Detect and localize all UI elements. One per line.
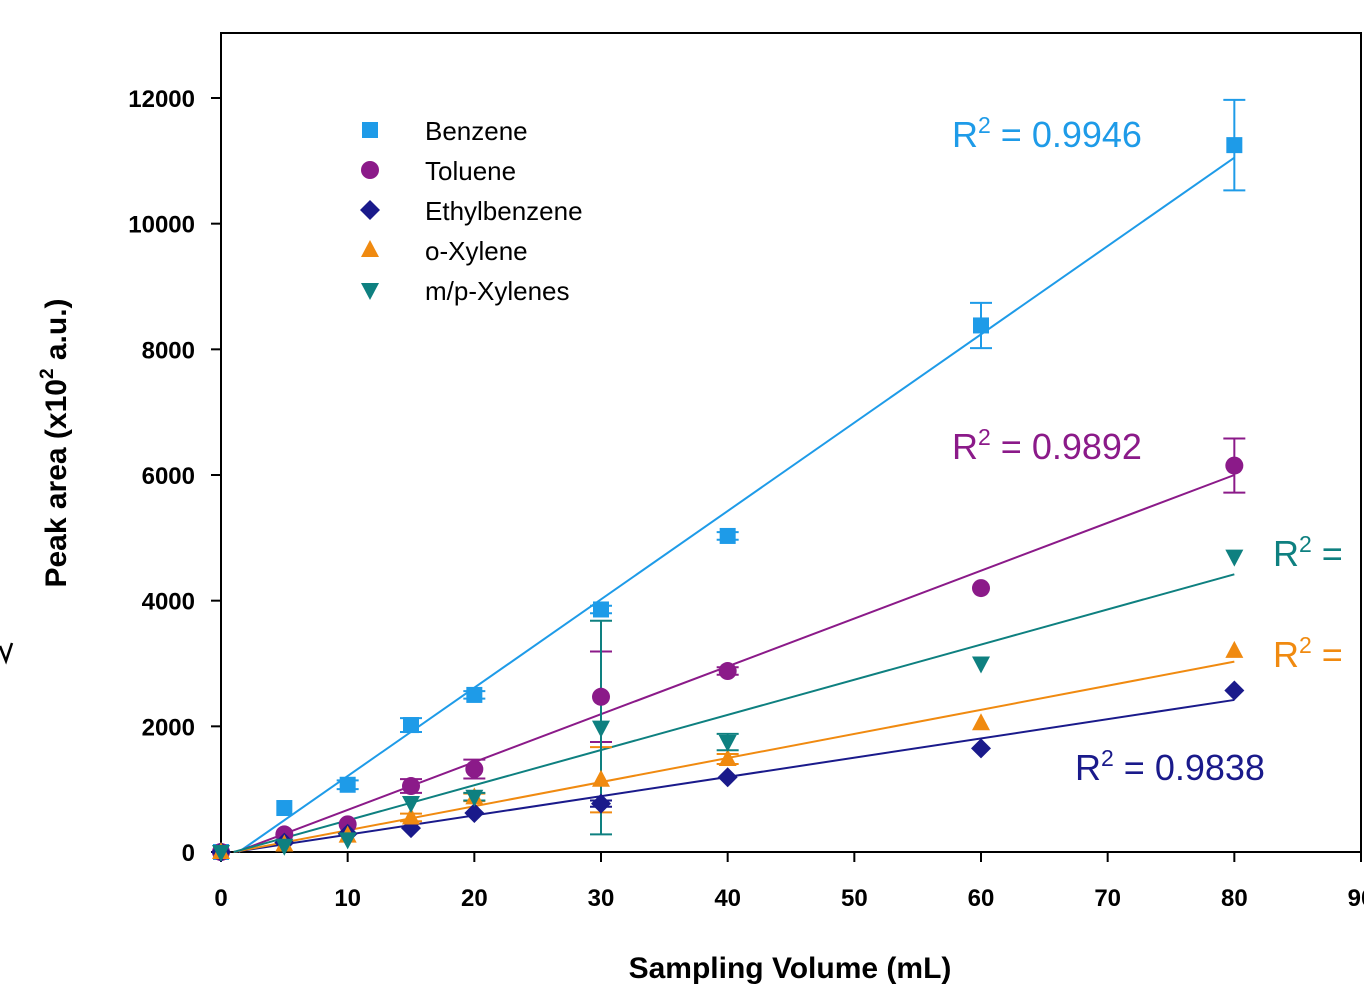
m-p-xylenes-fit-line bbox=[233, 573, 1235, 853]
benzene-point bbox=[973, 317, 989, 334]
m-p-xylenes-point bbox=[338, 832, 357, 850]
benzene-point bbox=[403, 717, 419, 734]
o-xylene-point bbox=[718, 749, 737, 767]
toluene-point bbox=[592, 687, 610, 706]
toluene-r2-label: R2 = 0.9892 bbox=[952, 424, 1142, 467]
benzene-point bbox=[339, 776, 356, 793]
toluene-point bbox=[402, 777, 420, 796]
x-tick-label: 80 bbox=[1221, 885, 1248, 912]
y-tick-label: 10000 bbox=[128, 212, 195, 239]
stray-mark bbox=[0, 642, 14, 665]
toluene-legend-marker bbox=[361, 161, 379, 179]
benzene-point bbox=[593, 601, 609, 618]
m-p-xylenes-point bbox=[592, 720, 610, 738]
o-xylene-point bbox=[972, 713, 990, 731]
benzene-fit-line bbox=[238, 156, 1235, 853]
ethylbenzene-point bbox=[717, 767, 738, 788]
m-p-xylenes-point bbox=[212, 845, 230, 862]
y-tick-label: 4000 bbox=[142, 589, 195, 616]
x-tick-label: 10 bbox=[334, 885, 361, 912]
data-points bbox=[211, 137, 1245, 862]
o-xylene-point bbox=[402, 807, 420, 825]
x-tick-label: 0 bbox=[214, 885, 227, 912]
fit-lines bbox=[233, 156, 1235, 853]
x-tick-label: 90 bbox=[1348, 885, 1364, 912]
benzene-legend-label: Benzene bbox=[425, 116, 528, 146]
m-p-xylenes-point bbox=[1225, 549, 1244, 567]
toluene-legend-label: Toluene bbox=[425, 156, 516, 186]
m-p-xylenes-legend-label: m/p-Xylenes bbox=[425, 276, 570, 306]
toluene-point bbox=[1225, 456, 1244, 475]
x-tick-label: 70 bbox=[1094, 885, 1121, 912]
x-axis-title: Sampling Volume (mL) bbox=[629, 952, 952, 985]
m-p-xylenes-point bbox=[402, 795, 420, 813]
ethylbenzene-point bbox=[1224, 680, 1245, 701]
ethylbenzene-legend-marker bbox=[360, 200, 380, 220]
o-xylene-legend-label: o-Xylene bbox=[425, 236, 528, 266]
x-tick-label: 30 bbox=[588, 885, 615, 912]
o-xylene-point bbox=[1225, 640, 1244, 658]
y-tick-label: 12000 bbox=[128, 86, 195, 113]
ethylbenzene-point bbox=[464, 803, 485, 824]
x-tick-label: 20 bbox=[461, 885, 488, 912]
m-p-xylenes-legend-marker bbox=[361, 283, 379, 300]
o-xylene-legend-marker bbox=[361, 240, 379, 257]
y-tick-label: 2000 bbox=[142, 714, 195, 741]
ethylbenzene-point bbox=[971, 738, 991, 759]
y-axis-title-sup: 2 bbox=[37, 368, 58, 379]
ethylbenzene-point bbox=[591, 793, 611, 814]
benzene-legend-marker bbox=[362, 122, 378, 138]
o-xylene-point bbox=[592, 769, 610, 787]
toluene-point bbox=[972, 579, 990, 598]
benzene-r2-label: R2 = 0.9946 bbox=[952, 112, 1142, 155]
y-tick-label: 6000 bbox=[142, 463, 195, 490]
x-tick-label: 40 bbox=[714, 885, 741, 912]
m-p-xylenes-point bbox=[972, 656, 990, 674]
legend: Benzene Toluene Ethylbenzene o-Xylene m/p-Xy… bbox=[360, 116, 583, 306]
ethylbenzene-r2-label: R2 = 0.9838 bbox=[1075, 745, 1265, 788]
m-p-xylenes-point bbox=[465, 789, 484, 807]
benzene-point bbox=[719, 527, 736, 544]
axis-ticks: 0 10 20 30 40 50 60 70 80 90 0 2000 4000 6000 8000 1000… bbox=[128, 86, 1364, 912]
benzene-point bbox=[1226, 137, 1243, 154]
x-tick-label: 50 bbox=[841, 885, 868, 912]
benzene-point bbox=[276, 800, 293, 817]
plot-frame bbox=[220, 32, 1362, 853]
y-tick-label: 0 bbox=[182, 840, 195, 867]
o-xylene-r2-label: R2 = bbox=[1273, 632, 1343, 675]
y-axis-title: Peak area (x102 a.u.) bbox=[37, 298, 73, 587]
toluene-point bbox=[465, 760, 484, 779]
y-tick-label: 8000 bbox=[142, 337, 195, 364]
toluene-point bbox=[718, 662, 737, 681]
m-p-xylenes-point bbox=[275, 838, 294, 856]
m-p-xylenes-point bbox=[718, 735, 737, 753]
benzene-point bbox=[466, 686, 483, 703]
m-p-xylenes-r2-label: R2 = bbox=[1273, 531, 1343, 574]
ethylbenzene-legend-label: Ethylbenzene bbox=[425, 196, 583, 226]
toluene-fit-line bbox=[235, 474, 1235, 853]
x-tick-label: 60 bbox=[968, 885, 995, 912]
r2-annotations: R2 = 0.9946 R2 = 0.9892 R2 = 0.9838 R2 = R2 … bbox=[952, 112, 1343, 788]
